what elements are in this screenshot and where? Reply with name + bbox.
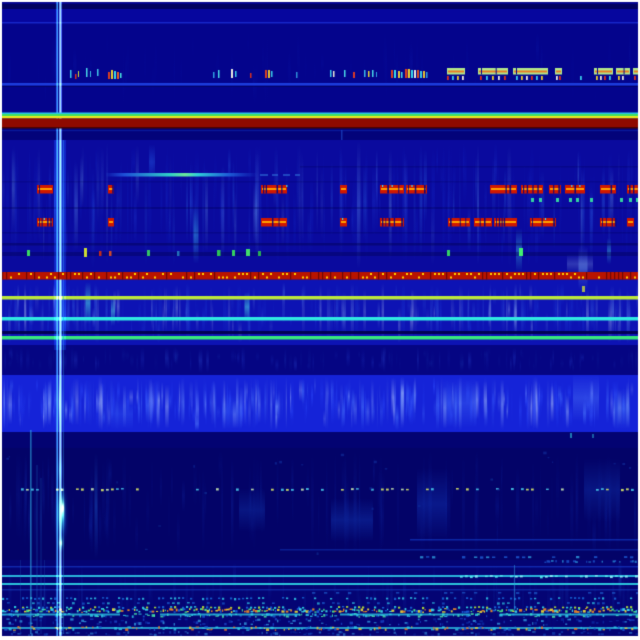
spectrogram-figure — [0, 0, 640, 640]
spectrogram-canvas — [0, 0, 640, 640]
